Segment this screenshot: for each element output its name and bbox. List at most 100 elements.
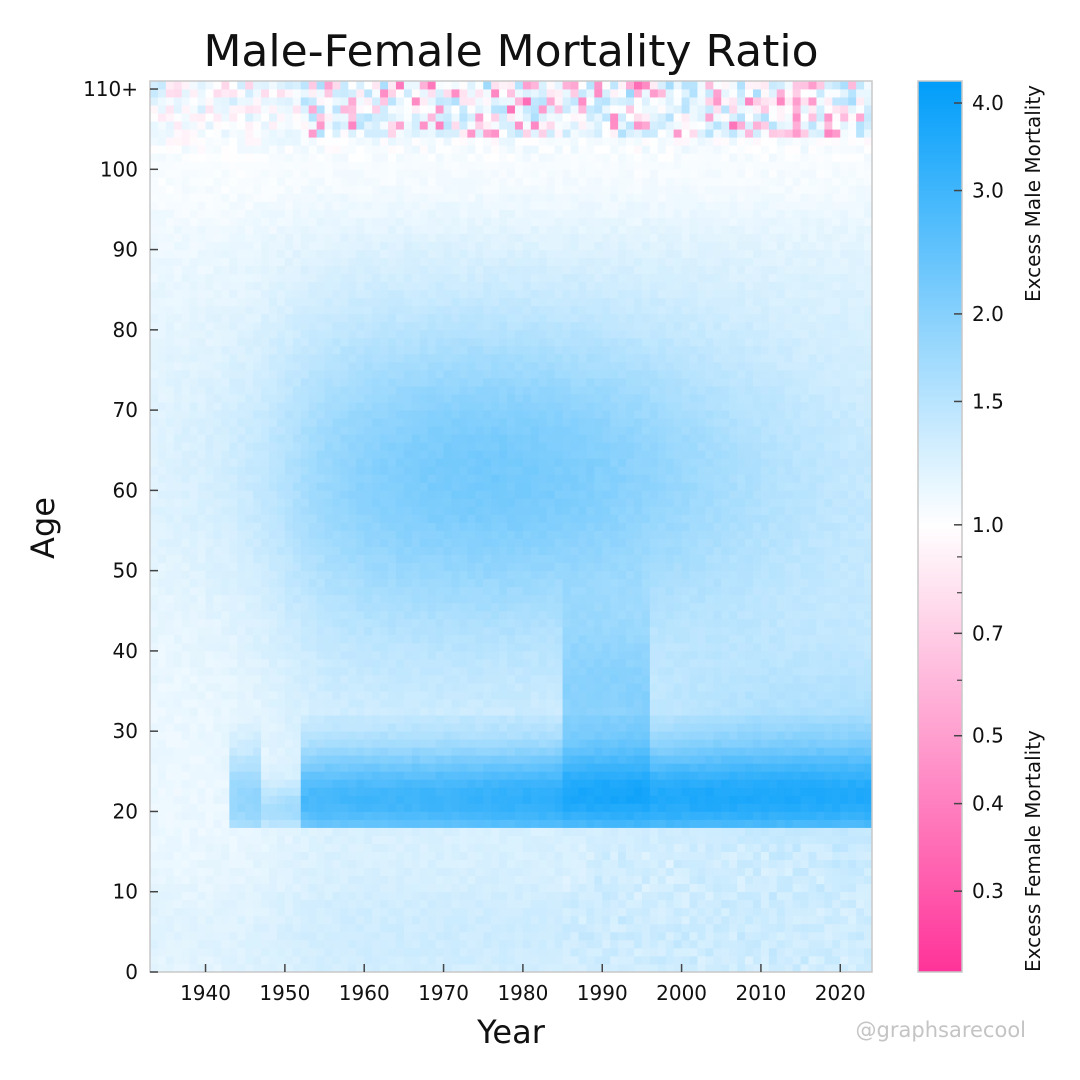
heatmap-cell [451,498,460,507]
heatmap-cell [253,177,262,186]
heatmap-cell [443,490,452,499]
heatmap-cell [348,642,357,652]
heatmap-cell [150,859,159,869]
heatmap-cell [316,763,325,772]
heatmap-cell [181,803,191,812]
heatmap-cell [237,554,246,564]
heatmap-cell [388,241,397,250]
heatmap-cell [324,458,333,467]
heatmap-cell [467,337,476,347]
heatmap-cell [157,546,167,555]
heatmap-cell [451,602,460,612]
heatmap-cell [483,281,492,291]
heatmap-cell [300,297,310,307]
heatmap-cell [205,931,214,941]
heatmap-cell [332,675,341,684]
heatmap-cell [356,675,365,684]
heatmap-cell [213,394,222,403]
heatmap-cell [451,875,460,885]
heatmap-cell [253,297,262,307]
heatmap-cell [205,321,214,331]
heatmap-cell [173,313,183,323]
heatmap-cell [395,185,405,194]
heatmap-cell [467,410,476,419]
heatmap-cell [451,715,460,724]
heatmap-cell [372,931,381,941]
heatmap-cell [316,875,325,885]
heatmap-cell [213,225,222,234]
heatmap-cell [284,546,294,555]
heatmap-cell [395,787,405,796]
heatmap-cell [348,353,357,363]
heatmap-cell [276,337,286,347]
heatmap-cell [419,771,429,780]
heatmap-cell [173,426,183,435]
heatmap-cell [253,779,262,788]
heatmap-cell [491,466,500,475]
heatmap-cell [181,466,191,475]
heatmap-cell [380,410,389,419]
heatmap-cell [451,434,460,443]
heatmap-cell [491,827,500,836]
heatmap-cell [372,707,381,716]
heatmap-cell [419,827,429,836]
heatmap-cell [403,241,413,250]
heatmap-cell [451,899,460,909]
heatmap-cell [284,514,294,523]
heatmap-cell [229,434,238,443]
heatmap-cell [229,618,238,628]
heatmap-cell [213,105,222,114]
heatmap-cell [181,434,191,443]
heatmap-cell [332,618,341,628]
heatmap-cell [157,169,167,178]
heatmap-cell [276,618,286,628]
heatmap-cell [324,209,333,218]
heatmap-cell [316,177,325,186]
heatmap-cell [451,546,460,555]
heatmap-cell [451,787,460,796]
heatmap-cell [451,666,460,676]
heatmap-cell [459,795,468,804]
heatmap-cell [467,426,476,435]
heatmap-cell [316,771,325,780]
heatmap-cell [213,650,222,660]
heatmap-cell [443,634,452,644]
heatmap-cell [237,137,246,146]
heatmap-cell [395,803,405,812]
heatmap-cell [205,739,214,748]
heatmap-cell [308,169,318,178]
heatmap-cell [435,394,444,403]
heatmap-cell [292,811,302,820]
heatmap-cell [276,562,286,572]
heatmap-cell [237,578,246,588]
heatmap-cell [197,867,206,877]
heatmap-cell [181,691,191,700]
heatmap-cell [388,345,397,355]
heatmap-cell [205,89,214,98]
heatmap-cell [364,562,373,572]
heatmap-cell [443,851,452,861]
heatmap-cell [253,747,262,756]
heatmap-cell [205,233,214,242]
heatmap-cell [165,273,175,283]
heatmap-cell [229,634,238,644]
heatmap-cell [427,410,437,419]
heatmap-cell [324,691,333,700]
heatmap-cell [316,859,325,869]
heatmap-cell [411,169,421,178]
heatmap-cell [197,321,206,331]
heatmap-cell [324,426,333,435]
heatmap-cell [443,81,452,90]
heatmap-cell [165,795,175,804]
heatmap-cell [356,570,365,580]
heatmap-cell [435,827,444,836]
heatmap-cell [308,522,318,531]
heatmap-cell [269,145,278,154]
heatmap-cell [364,273,373,283]
heatmap-cell [499,731,508,740]
heatmap-cell [403,546,413,555]
heatmap-cell [197,506,206,515]
heatmap-cell [467,498,476,507]
heatmap-cell [221,153,230,162]
heatmap-cell [300,586,310,596]
